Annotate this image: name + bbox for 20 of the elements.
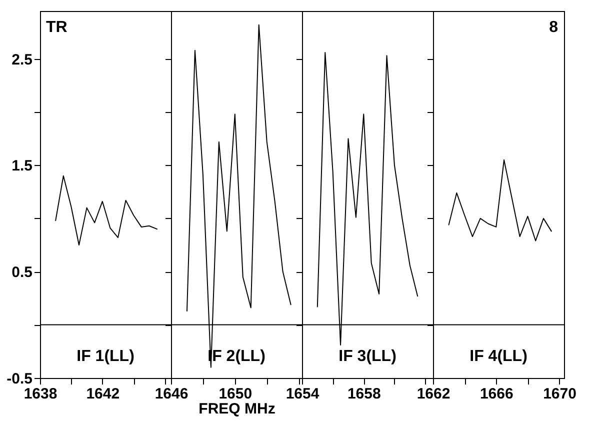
x-tick-label: 1666 — [480, 386, 514, 402]
x-axis-title: FREQ MHz — [198, 400, 276, 418]
x-tick-label: 1662 — [416, 386, 450, 402]
x-tick-label: 1646 — [154, 386, 188, 402]
y-tick-label: 0.5 — [12, 264, 32, 282]
line-series — [55, 175, 158, 246]
annotation: IF 4(LL) — [470, 348, 528, 365]
annotation: 8 — [549, 19, 558, 36]
x-tick-label: 1650 — [218, 386, 252, 402]
x-tick-label: 1658 — [347, 386, 381, 402]
y-tick-label: 2.5 — [12, 51, 32, 68]
x-tick-label: 1654 — [286, 386, 320, 402]
annotation: TR — [46, 19, 68, 36]
x-tick-label: 1642 — [86, 386, 120, 402]
annotation: IF 3(LL) — [338, 348, 396, 365]
x-tick-label: 1670 — [543, 386, 576, 402]
y-tick-label: 1.5 — [12, 158, 32, 175]
y-tick-label: -0.5 — [6, 370, 32, 388]
x-tick-label: 1638 — [24, 386, 58, 402]
annotation: IF 1(LL) — [76, 348, 134, 365]
